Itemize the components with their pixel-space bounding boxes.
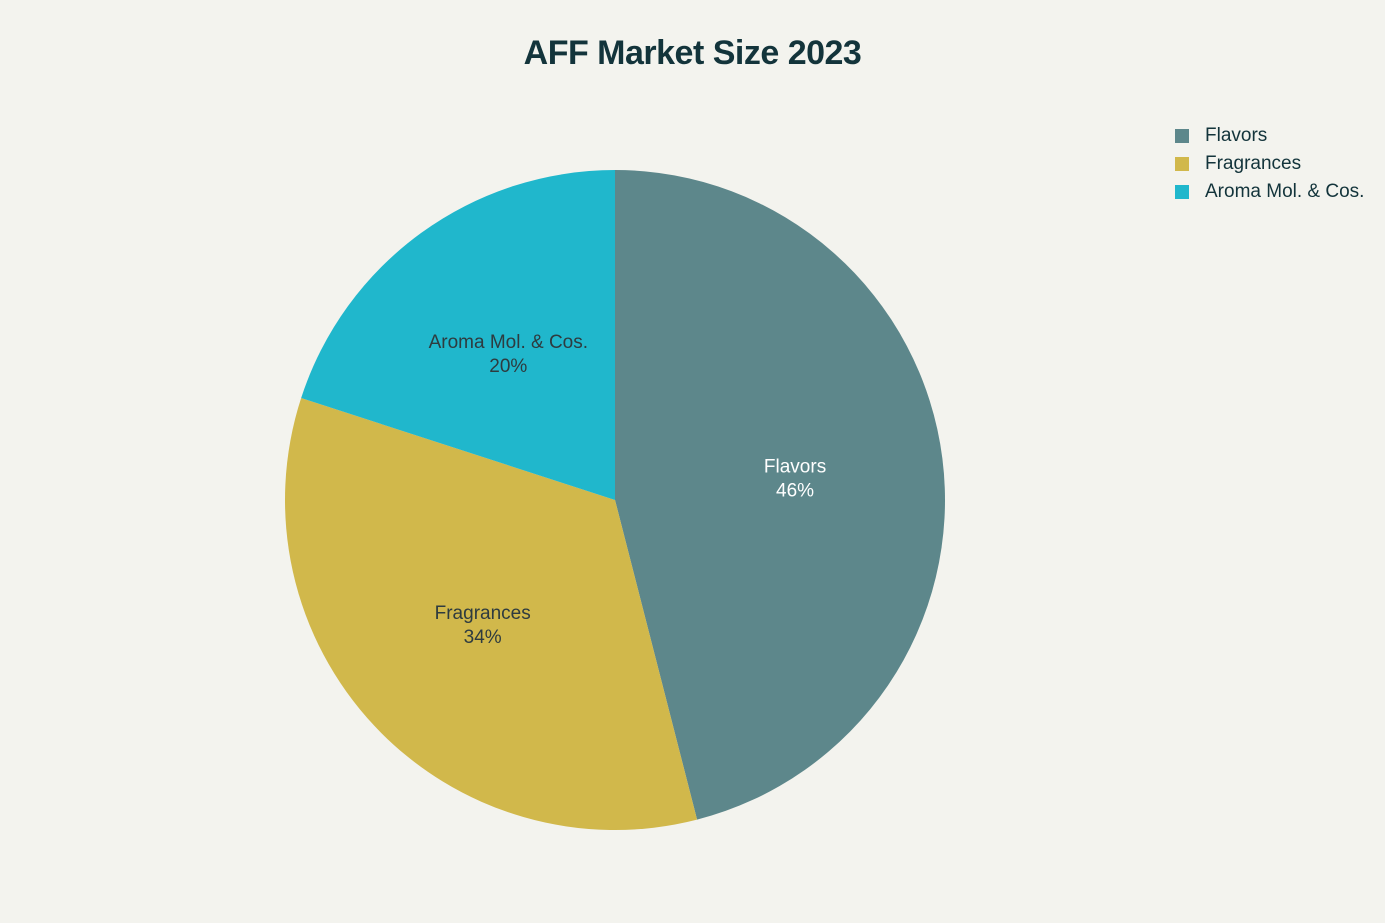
slice-label-flavors: Flavors: [764, 456, 826, 477]
slice-value-aroma-mol-cos: 20%: [489, 356, 527, 377]
pie-slice-flavors[interactable]: [615, 170, 945, 820]
legend-swatch-aroma-mol-cos: [1175, 185, 1189, 199]
legend-label-fragrances: Fragrances: [1205, 153, 1302, 174]
slice-label-fragrances: Fragrances: [435, 603, 531, 624]
slice-value-flavors: 46%: [776, 480, 814, 501]
chart-legend: Flavors Fragrances Aroma Mol. & Cos.: [1175, 122, 1364, 206]
legend-item-fragrances[interactable]: Fragrances: [1175, 150, 1364, 178]
slice-value-fragrances: 34%: [464, 627, 502, 648]
legend-swatch-fragrances: [1175, 157, 1189, 171]
legend-swatch-flavors: [1175, 129, 1189, 143]
pie-slice-aroma-mol-cos[interactable]: [301, 170, 615, 500]
legend-label-aroma-mol-cos: Aroma Mol. & Cos.: [1205, 181, 1365, 202]
pie-slice-fragrances[interactable]: [284, 398, 698, 831]
legend-item-flavors[interactable]: Flavors: [1175, 122, 1364, 150]
legend-item-aroma-mol-cos[interactable]: Aroma Mol. & Cos.: [1175, 178, 1364, 206]
legend-label-flavors: Flavors: [1205, 125, 1268, 146]
chart-title: AFF Market Size 2023: [523, 34, 862, 72]
slice-label-aroma-mol-cos: Aroma Mol. & Cos.: [429, 332, 588, 353]
